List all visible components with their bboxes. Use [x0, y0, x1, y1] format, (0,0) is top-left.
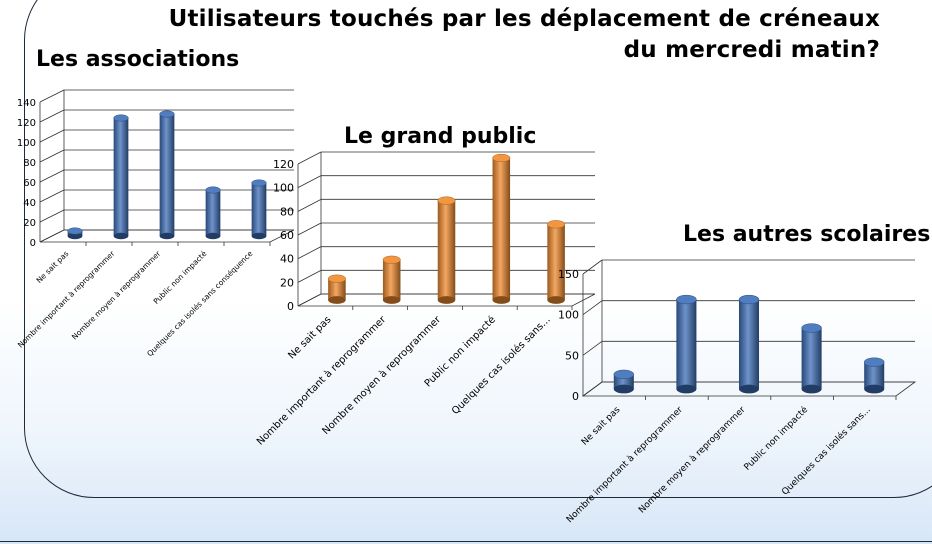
bar-top: [159, 110, 175, 118]
y-tick-label: 100: [558, 309, 579, 322]
bar-base: [613, 384, 634, 394]
chart-title-autres-scolaires: Les autres scolaires: [683, 222, 931, 247]
gridline-side: [39, 89, 65, 103]
bar-base: [159, 232, 175, 240]
slide-title: Utilisateurs touchés par les déplacement…: [168, 6, 880, 63]
chart-title-associations: Les associations: [36, 47, 240, 72]
y-tick-label: 100: [17, 138, 36, 149]
bar-body: [864, 362, 885, 389]
y-tick-label: 60: [280, 229, 294, 242]
bar-base: [492, 296, 511, 304]
gridline-side: [39, 149, 65, 163]
bar-base: [437, 296, 456, 304]
gridline-side: [297, 269, 322, 283]
gridline-side: [582, 300, 603, 315]
x-category-label: Public non impacté: [742, 404, 811, 473]
gridline-side: [39, 189, 65, 203]
x-category-label: Nombre moyen à reprogrammer: [637, 405, 748, 516]
bar-base: [251, 232, 267, 240]
bar-top: [67, 227, 83, 235]
chart-floor: [581, 381, 917, 397]
y-tick-label: 140: [17, 98, 36, 109]
bar-base: [113, 232, 129, 240]
bar-top: [613, 369, 635, 380]
gridline-side: [297, 175, 322, 189]
bar-top: [327, 274, 346, 283]
bar-body: [437, 200, 456, 300]
gridline-side: [297, 246, 322, 260]
bar-body: [676, 299, 697, 389]
bar-top: [676, 294, 697, 305]
bar-body: [113, 118, 129, 236]
bar-base: [67, 232, 83, 240]
bar-base: [864, 384, 885, 394]
bar-top: [437, 196, 456, 205]
bar-base: [801, 384, 822, 394]
bar-base: [205, 232, 221, 240]
bar-body: [205, 190, 221, 236]
y-tick-label: 40: [23, 198, 36, 209]
bar-top: [382, 255, 401, 264]
bar-top: [492, 153, 511, 163]
y-tick-label: 150: [558, 268, 579, 281]
x-category-label: Ne sait pas: [580, 405, 623, 448]
x-category-label: Nombre important à reprogrammer: [565, 405, 685, 525]
bar-top: [547, 220, 566, 229]
bar-base: [738, 384, 760, 394]
y-tick-label: 80: [23, 158, 36, 169]
bar-body: [159, 114, 175, 236]
bar-top: [113, 114, 129, 122]
bar-base: [328, 296, 346, 304]
y-tick-label: 0: [30, 238, 36, 249]
bar-top: [205, 186, 221, 194]
y-tick-label: 0: [572, 390, 579, 403]
bar-body: [492, 158, 511, 300]
gridline-side: [582, 341, 603, 356]
chart-title-grand-public: Le grand public: [344, 124, 537, 149]
bar-base: [676, 384, 697, 394]
bar-base: [382, 296, 401, 304]
y-tick-label: 120: [17, 118, 36, 129]
gridline-side: [39, 109, 65, 123]
gridline-side: [39, 169, 65, 183]
bar-body: [328, 278, 346, 300]
bar-body: [251, 183, 267, 236]
y-tick-label: 40: [280, 253, 294, 266]
bar-body: [382, 259, 401, 300]
gridline-side: [297, 151, 322, 165]
chart-floor: [39, 229, 295, 243]
y-tick-label: 120: [273, 158, 294, 171]
bar-top: [738, 294, 760, 305]
chart-floor: [297, 293, 596, 307]
gridline-side: [297, 222, 322, 236]
y-tick-label: 20: [23, 218, 36, 229]
y-tick-label: 0: [287, 300, 294, 313]
slide-frame: [24, 0, 932, 498]
bar-top: [251, 179, 267, 187]
slide-bottom-border: [0, 541, 932, 542]
gridline-side: [39, 209, 65, 223]
gridline-side: [297, 198, 322, 212]
y-tick-label: 50: [565, 349, 579, 362]
bar-body: [547, 224, 565, 300]
y-tick-label: 60: [23, 178, 36, 189]
bar-top: [863, 357, 885, 367]
bar-body: [801, 328, 822, 389]
gridline-side: [582, 259, 603, 275]
gridline-side: [39, 129, 65, 143]
bar-body: [738, 299, 760, 389]
y-tick-label: 20: [280, 276, 294, 289]
bar-base: [547, 296, 565, 304]
bar-top: [801, 323, 822, 333]
y-tick-label: 100: [273, 182, 294, 195]
y-tick-label: 80: [280, 205, 294, 218]
